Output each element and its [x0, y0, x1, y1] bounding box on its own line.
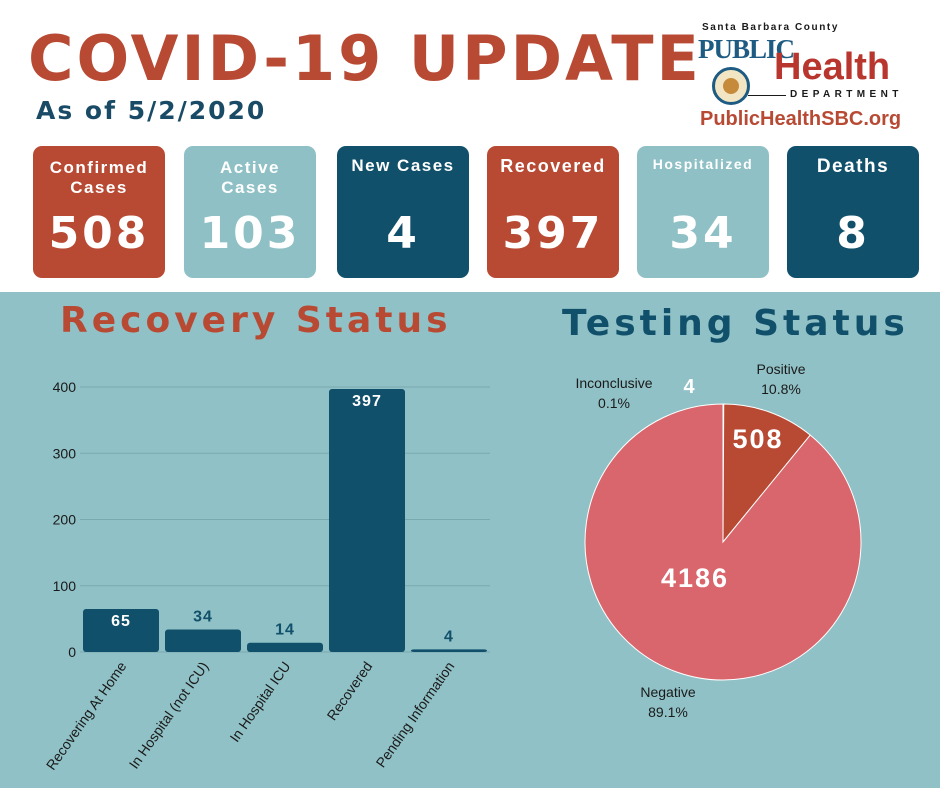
x-category-label: Recovering At Home: [43, 658, 130, 773]
stat-card-value: 103: [199, 208, 301, 259]
bar-value-label: 14: [275, 622, 295, 639]
stat-card-3: Recovered 397: [487, 146, 619, 278]
bar-value-label: 65: [111, 613, 131, 630]
bar-value-label: 397: [352, 393, 382, 410]
bar-3: [329, 388, 405, 652]
logo-divider: [748, 95, 786, 96]
stat-card-value: 34: [669, 208, 737, 259]
testing-status-pie-chart: 4 508 4186 Inconclusive 0.1% Positive 10.8% Neg…: [575, 361, 862, 720]
public-health-logo: Santa Barbara County PUBLIC Health DEPAR…: [698, 22, 926, 132]
pie-slice-positive: [722, 403, 811, 544]
pie-value-label: 508: [732, 424, 783, 454]
stat-card-label-line: Confirmed: [49, 158, 149, 177]
pie-slice-negative: [584, 403, 862, 681]
pie-percent-label: 89.1%: [648, 704, 688, 720]
stat-card-5: Deaths 8: [787, 146, 919, 278]
stat-card-label-line: Hospitalized: [652, 156, 754, 172]
page-title: COVID-19 UPDATE: [28, 22, 702, 95]
x-category-label: Pending Information: [372, 659, 457, 771]
y-tick-label: 400: [53, 379, 77, 395]
bar-value-label: 34: [193, 608, 213, 625]
pie-category-label: Positive: [756, 361, 805, 377]
stat-card-label-line: New Cases: [351, 156, 455, 175]
stat-card-label: Hospitalized: [637, 156, 769, 173]
stat-card-label: Deaths: [787, 156, 919, 179]
stat-card-value: 8: [836, 208, 870, 259]
y-tick-label: 0: [68, 644, 76, 660]
x-category-label: In Hospital (not ICU): [126, 659, 212, 772]
bar-0: [83, 608, 159, 652]
stat-card-label-line: Cases: [70, 178, 128, 198]
stat-card-value: 4: [386, 208, 420, 259]
pie-percent-label: 10.8%: [761, 381, 801, 397]
stat-card-label: Confirmed Cases: [33, 158, 165, 199]
bar-4: [411, 649, 487, 652]
pie-value-label: 4186: [661, 563, 729, 593]
stat-card-label: New Cases: [337, 156, 469, 176]
y-tick-label: 200: [53, 512, 77, 528]
stat-card-1: Active Cases 103: [184, 146, 316, 278]
stat-card-label-line: Cases: [221, 178, 279, 198]
logo-public-text: PUBLIC: [698, 34, 795, 64]
x-category-label: In Hospital ICU: [226, 659, 293, 745]
bar-value-label: 4: [444, 628, 454, 645]
stat-card-label-line: Deaths: [816, 156, 890, 177]
logo-health-text: Health: [774, 46, 891, 88]
bar-1: [165, 629, 241, 652]
pie-category-label: Negative: [640, 684, 695, 700]
testing-status-title: Testing Status: [562, 303, 909, 344]
stat-card-2: New Cases 4: [337, 146, 469, 278]
pie-percent-label: 0.1%: [598, 395, 630, 411]
recovery-status-bar-chart: 0 100 200 300 400 65 Recovering At Home 34 In Ho…: [43, 379, 490, 773]
stat-card-value: 508: [48, 208, 150, 259]
stat-card-label-line: Active: [219, 158, 281, 177]
stat-card-4: Hospitalized 34: [637, 146, 769, 278]
stat-card-label: Recovered: [487, 156, 619, 178]
logo-county-text: Santa Barbara County: [702, 22, 840, 33]
bar-2: [247, 642, 323, 652]
y-tick-label: 100: [53, 578, 77, 594]
website-link[interactable]: PublicHealthSBC.org: [700, 108, 902, 130]
pie-category-label: Inconclusive: [575, 375, 652, 391]
stat-card-value: 397: [502, 208, 604, 259]
as-of-date: As of 5/2/2020: [36, 96, 267, 125]
x-category-label: Recovered: [324, 659, 376, 724]
stat-card-0: Confirmed Cases 508: [33, 146, 165, 278]
recovery-status-title: Recovery Status: [60, 300, 452, 341]
stat-card-label: Active Cases: [184, 158, 316, 199]
logo-department-text: DEPARTMENT: [790, 89, 903, 100]
stat-card-label-line: Recovered: [500, 156, 606, 176]
county-seal-icon: [712, 67, 750, 105]
y-tick-label: 300: [53, 445, 77, 461]
pie-value-label: 4: [683, 376, 696, 398]
